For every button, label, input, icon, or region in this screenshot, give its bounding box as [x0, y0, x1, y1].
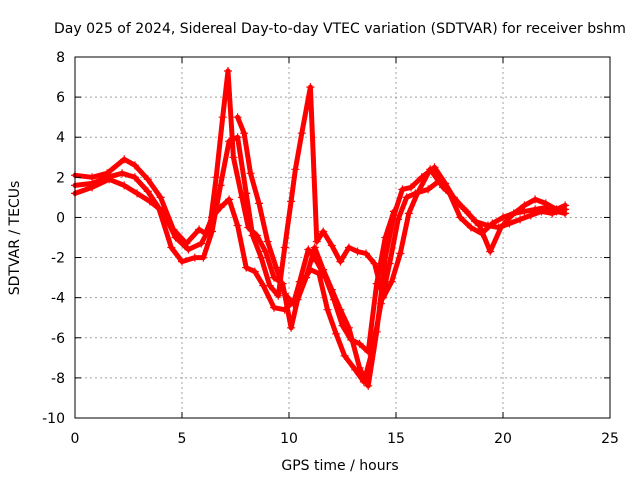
x-tick-label: 10 — [280, 431, 298, 447]
x-tick-label: 0 — [71, 431, 80, 447]
axis-ticks: 0 5 10 15 20 25 -10 -8 -6 -4 -2 0 2 4 6 8 — [42, 50, 619, 447]
chart-title: Day 025 of 2024, Sidereal Day-to-day VTE… — [54, 21, 626, 37]
x-tick-label: 20 — [494, 431, 512, 447]
x-axis-label: GPS time / hours — [281, 458, 398, 474]
series-markers — [233, 113, 398, 356]
y-tick-label: 6 — [56, 90, 65, 106]
y-tick-label: -8 — [51, 371, 65, 387]
grid — [75, 57, 610, 418]
y-tick-label: -10 — [42, 411, 65, 427]
series-line — [72, 68, 568, 389]
y-tick-label: 2 — [56, 170, 65, 186]
series-line — [235, 114, 397, 355]
y-tick-label: -2 — [51, 251, 65, 267]
x-tick-label: 25 — [601, 431, 619, 447]
y-tick-label: 8 — [56, 50, 65, 66]
y-tick-label: 4 — [56, 130, 65, 146]
x-tick-label: 5 — [178, 431, 187, 447]
y-tick-label: -6 — [51, 331, 65, 347]
x-tick-label: 15 — [387, 431, 405, 447]
y-tick-label: -4 — [51, 291, 65, 307]
plot-frame — [74, 56, 611, 419]
data-series — [71, 67, 570, 390]
y-tick-label: 0 — [56, 210, 65, 226]
y-axis-label: SDTVAR / TECUs — [7, 181, 23, 296]
